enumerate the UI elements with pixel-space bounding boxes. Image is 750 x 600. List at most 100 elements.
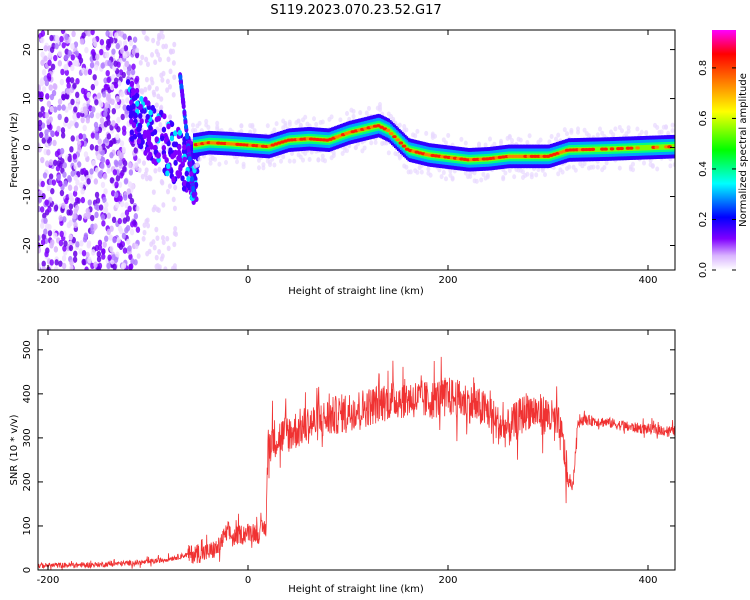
heatmap-cell bbox=[635, 146, 640, 150]
heatmap-cell bbox=[64, 69, 70, 76]
heatmap-cell bbox=[157, 249, 162, 255]
heatmap-cell bbox=[114, 77, 119, 84]
heatmap-cell bbox=[338, 117, 343, 123]
heatmap-cell bbox=[49, 34, 54, 42]
heatmap-cell bbox=[450, 176, 455, 182]
heatmap-cell bbox=[102, 91, 107, 98]
heatmap-cell bbox=[126, 69, 131, 76]
heatmap-cell bbox=[125, 50, 130, 58]
heatmap-cell bbox=[179, 83, 184, 90]
heatmap-cell bbox=[119, 140, 125, 147]
heatmap-cell bbox=[82, 167, 87, 175]
heatmap-cell bbox=[38, 262, 41, 270]
heatmap-cell bbox=[134, 243, 139, 250]
heatmap-cell bbox=[459, 136, 464, 142]
heatmap-cell bbox=[136, 253, 141, 259]
heatmap-cell bbox=[65, 77, 71, 84]
heatmap-cell bbox=[165, 188, 170, 195]
heatmap-cell bbox=[49, 46, 55, 53]
heatmap-cell bbox=[576, 129, 580, 135]
heatmap-cell bbox=[102, 196, 107, 204]
heatmap-cell bbox=[70, 43, 75, 50]
heatmap-cell bbox=[666, 130, 671, 136]
heatmap-cell bbox=[164, 43, 169, 50]
heatmap-cell bbox=[96, 92, 102, 99]
heatmap-cell bbox=[351, 113, 356, 119]
heatmap-cell bbox=[115, 175, 121, 182]
heatmap-cell bbox=[499, 140, 503, 146]
heatmap-cell bbox=[153, 167, 158, 174]
heatmap-cell bbox=[54, 43, 59, 50]
heatmap-cell bbox=[94, 191, 100, 199]
heatmap-cell bbox=[104, 201, 109, 208]
heatmap-cell bbox=[146, 139, 152, 146]
heatmap-cell bbox=[112, 169, 118, 176]
heatmap-cell bbox=[628, 146, 634, 150]
heatmap-cell bbox=[114, 160, 119, 168]
heatmap-cell bbox=[156, 40, 161, 46]
heatmap-cell bbox=[191, 185, 196, 192]
heatmap-cell bbox=[159, 178, 164, 185]
heatmap-cell bbox=[609, 147, 615, 151]
heatmap-cell bbox=[556, 171, 561, 177]
heatmap-cell bbox=[191, 191, 196, 198]
heatmap-cell bbox=[150, 104, 155, 111]
heatmap-cell bbox=[58, 260, 63, 267]
heatmap-cell bbox=[127, 192, 133, 200]
heatmap-cell bbox=[168, 147, 173, 154]
heatmap-cell bbox=[483, 142, 488, 148]
heatmap-cell bbox=[94, 79, 99, 87]
heatmap-cell bbox=[40, 156, 45, 164]
heatmap-cell bbox=[67, 155, 72, 163]
heatmap-cell bbox=[101, 248, 106, 255]
heatmap-cell bbox=[56, 125, 61, 133]
heatmap-cell bbox=[649, 144, 652, 151]
heatmap-cell bbox=[115, 251, 120, 258]
heatmap-cell bbox=[197, 156, 202, 162]
heatmap-cell bbox=[63, 240, 68, 247]
heatmap-cell bbox=[180, 88, 185, 95]
heatmap-cell bbox=[122, 40, 128, 47]
heatmap-cell bbox=[274, 121, 279, 127]
heatmap-cell bbox=[122, 160, 128, 167]
heatmap-cell bbox=[655, 166, 660, 172]
heatmap-cell bbox=[112, 236, 117, 244]
heatmap-cell bbox=[148, 175, 153, 182]
heatmap-cell bbox=[640, 145, 643, 151]
heatmap-cell bbox=[595, 146, 598, 153]
snr-y-tick-label: 0 bbox=[22, 567, 33, 573]
heatmap-cell bbox=[404, 164, 409, 170]
snr-y-tick-label: 500 bbox=[22, 340, 33, 359]
heatmap-cell bbox=[161, 202, 166, 208]
heatmap-cell bbox=[133, 112, 138, 119]
heatmap-cell bbox=[41, 260, 46, 267]
heatmap-cell bbox=[84, 266, 89, 270]
heatmap-cell bbox=[143, 171, 148, 177]
heatmap-cell bbox=[70, 170, 75, 177]
heatmap-cell bbox=[596, 146, 599, 152]
heatmap-cell bbox=[281, 154, 286, 160]
spectrogram-x-ticks: -200 0 200 400 bbox=[37, 30, 658, 286]
heatmap-cell bbox=[162, 113, 167, 120]
heatmap-cell bbox=[177, 129, 183, 136]
heatmap-cell bbox=[129, 263, 134, 270]
heatmap-cell bbox=[608, 146, 611, 152]
heatmap-cell bbox=[80, 87, 86, 95]
heatmap-cell bbox=[160, 77, 165, 83]
heatmap-cell bbox=[623, 145, 626, 152]
heatmap-cell bbox=[72, 256, 78, 263]
heatmap-cell bbox=[213, 156, 217, 162]
heatmap-cell bbox=[323, 158, 327, 164]
heatmap-cell bbox=[128, 39, 134, 47]
heatmap-cell bbox=[287, 158, 292, 164]
heatmap-cell bbox=[129, 118, 134, 125]
heatmap-cell bbox=[331, 150, 336, 156]
heatmap-cell bbox=[114, 103, 120, 110]
heatmap-cell bbox=[613, 126, 618, 132]
heatmap-cell bbox=[73, 174, 78, 181]
heatmap-cell bbox=[105, 30, 110, 37]
heatmap-cell bbox=[526, 154, 532, 158]
heatmap-cell bbox=[63, 54, 69, 61]
heatmap-cell bbox=[41, 86, 47, 93]
heatmap-cell bbox=[93, 178, 99, 185]
